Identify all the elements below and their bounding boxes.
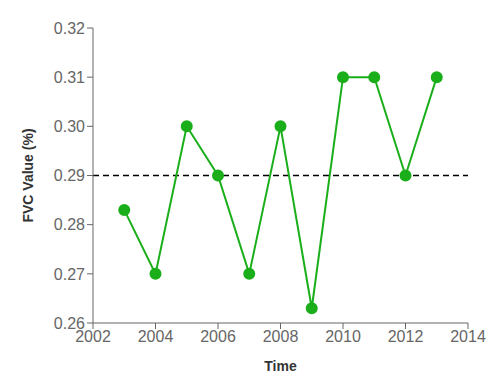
svg-text:FVC Value (%): FVC Value (%) [20, 128, 36, 222]
svg-text:2004: 2004 [138, 328, 174, 345]
svg-text:0.31: 0.31 [54, 69, 85, 86]
svg-text:0.27: 0.27 [54, 266, 85, 283]
svg-text:2002: 2002 [75, 328, 111, 346]
svg-text:Time: Time [264, 358, 297, 374]
svg-text:0.30: 0.30 [54, 118, 85, 135]
svg-text:2008: 2008 [263, 328, 299, 345]
svg-text:0.32: 0.32 [54, 20, 85, 37]
svg-text:2010: 2010 [325, 328, 361, 345]
svg-text:0.26: 0.26 [54, 315, 85, 332]
svg-text:0.28: 0.28 [54, 216, 85, 233]
svg-text:0.29: 0.29 [54, 167, 85, 184]
svg-text:2012: 2012 [388, 328, 424, 345]
svg-text:2006: 2006 [200, 328, 236, 345]
svg-text:2014: 2014 [450, 328, 486, 345]
